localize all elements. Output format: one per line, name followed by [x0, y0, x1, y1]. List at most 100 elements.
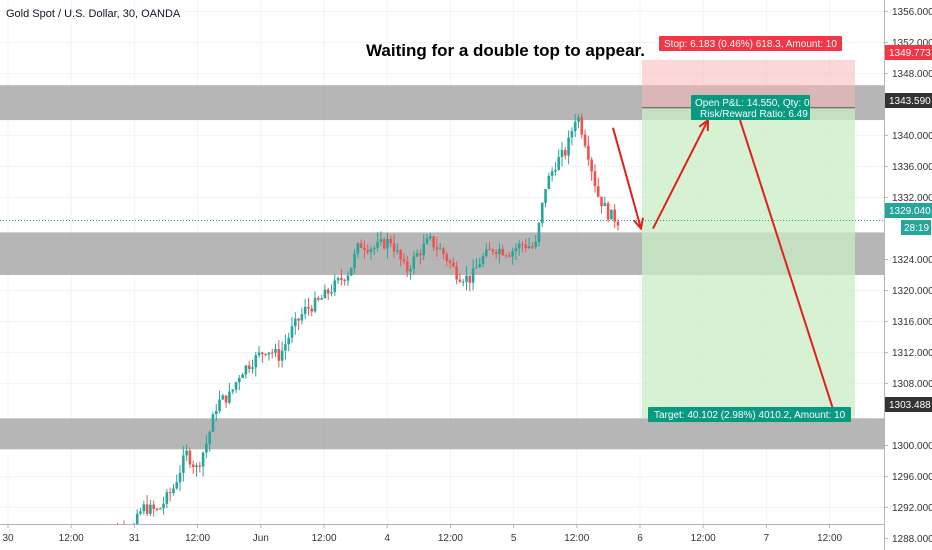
candle: [247, 360, 251, 374]
candle: [172, 484, 175, 496]
candle: [155, 507, 159, 512]
candle: [452, 257, 455, 268]
candle-body: [310, 308, 314, 312]
candle-body: [613, 209, 617, 222]
candle: [593, 164, 597, 193]
candle: [445, 251, 449, 267]
candle: [195, 462, 198, 477]
candle: [310, 304, 314, 317]
candle: [560, 142, 564, 167]
time-axis-ticks: 30 12:00 31 12:00 Jun 12:00 4 12:00 5 12:00 6 12:00…: [2, 524, 843, 544]
candle-body: [280, 350, 284, 361]
candle-body: [442, 248, 445, 255]
time-tick-label: 12:00: [564, 533, 589, 544]
candle: [320, 295, 323, 300]
candle-body: [514, 248, 518, 251]
candle: [471, 259, 475, 291]
candle: [544, 188, 547, 208]
candle-body: [369, 248, 373, 252]
candle: [168, 487, 172, 502]
candle-body: [274, 349, 277, 353]
stop-label-box: Stop: 6.183 (0.46%) 618.3, Amount: 10: [659, 36, 842, 51]
candle: [425, 233, 429, 245]
trend-arrow[interactable]: [612, 127, 644, 231]
candle: [336, 276, 340, 284]
candle-body: [452, 262, 455, 267]
candle: [317, 296, 320, 302]
candle-body: [547, 175, 551, 189]
candle: [142, 500, 146, 515]
candle: [244, 364, 248, 379]
candle-body: [188, 450, 192, 465]
candle-body: [448, 260, 452, 263]
candle-body: [481, 256, 485, 265]
entry-price-tag: 1343.590: [885, 93, 932, 108]
candle: [254, 351, 258, 377]
candle-body: [405, 261, 409, 272]
candle-body: [376, 241, 379, 248]
candle: [267, 352, 271, 361]
candle: [293, 312, 297, 335]
candle-body: [471, 268, 475, 283]
candle-body: [386, 238, 389, 249]
candle-body: [221, 395, 225, 400]
candle: [386, 232, 389, 259]
candle: [280, 341, 284, 368]
price-tick-label: 1312.000: [892, 348, 932, 359]
candle: [257, 346, 261, 358]
candle: [524, 238, 528, 253]
candle-body: [182, 455, 185, 473]
sr-zone[interactable]: [0, 418, 884, 450]
candle-body: [573, 121, 577, 132]
time-tick-label: 30: [2, 533, 14, 544]
candle: [432, 235, 435, 251]
candle-body: [504, 255, 508, 257]
trend-arrow[interactable]: [652, 118, 710, 229]
candle: [494, 249, 498, 259]
candle: [238, 375, 241, 391]
candle: [613, 203, 617, 228]
time-axis[interactable]: [0, 524, 884, 550]
candle: [514, 243, 518, 260]
target-area[interactable]: [642, 107, 855, 419]
trend-arrows[interactable]: [612, 118, 839, 421]
candle: [178, 465, 182, 491]
candle: [270, 348, 274, 359]
candle-body: [277, 349, 281, 361]
candle-body: [155, 508, 159, 510]
time-tick-label: 31: [129, 533, 141, 544]
candle-body: [517, 243, 521, 249]
candle: [208, 430, 211, 452]
candle-body: [267, 352, 271, 355]
candle-body: [333, 280, 337, 293]
candle-body: [149, 504, 152, 514]
time-tick-label: 12:00: [59, 533, 84, 544]
price-tick-label: 1348.000: [892, 69, 932, 80]
candle: [422, 234, 426, 260]
candle: [587, 135, 590, 166]
candle-body: [195, 465, 198, 468]
target-label-box: Target: 40.102 (2.98%) 4010.2, Amount: 1…: [648, 407, 851, 422]
stop-price-text: 1349.773: [889, 48, 931, 59]
candle: [297, 317, 300, 331]
candle-body: [498, 248, 501, 254]
candle: [330, 284, 333, 297]
candle: [231, 389, 235, 395]
candle: [346, 271, 350, 286]
price-axis[interactable]: [884, 0, 932, 550]
candle: [139, 507, 142, 516]
candle-body: [261, 352, 264, 355]
candle: [277, 339, 281, 368]
candle-body: [550, 171, 554, 176]
candle: [340, 269, 343, 286]
candle: [517, 240, 521, 256]
candle: [188, 447, 192, 469]
candle-body: [399, 250, 402, 260]
candle: [251, 359, 254, 374]
last-price-text: 1329.040: [889, 206, 931, 217]
candle: [435, 237, 439, 258]
candle-body: [218, 399, 221, 412]
candle-body: [458, 279, 462, 282]
